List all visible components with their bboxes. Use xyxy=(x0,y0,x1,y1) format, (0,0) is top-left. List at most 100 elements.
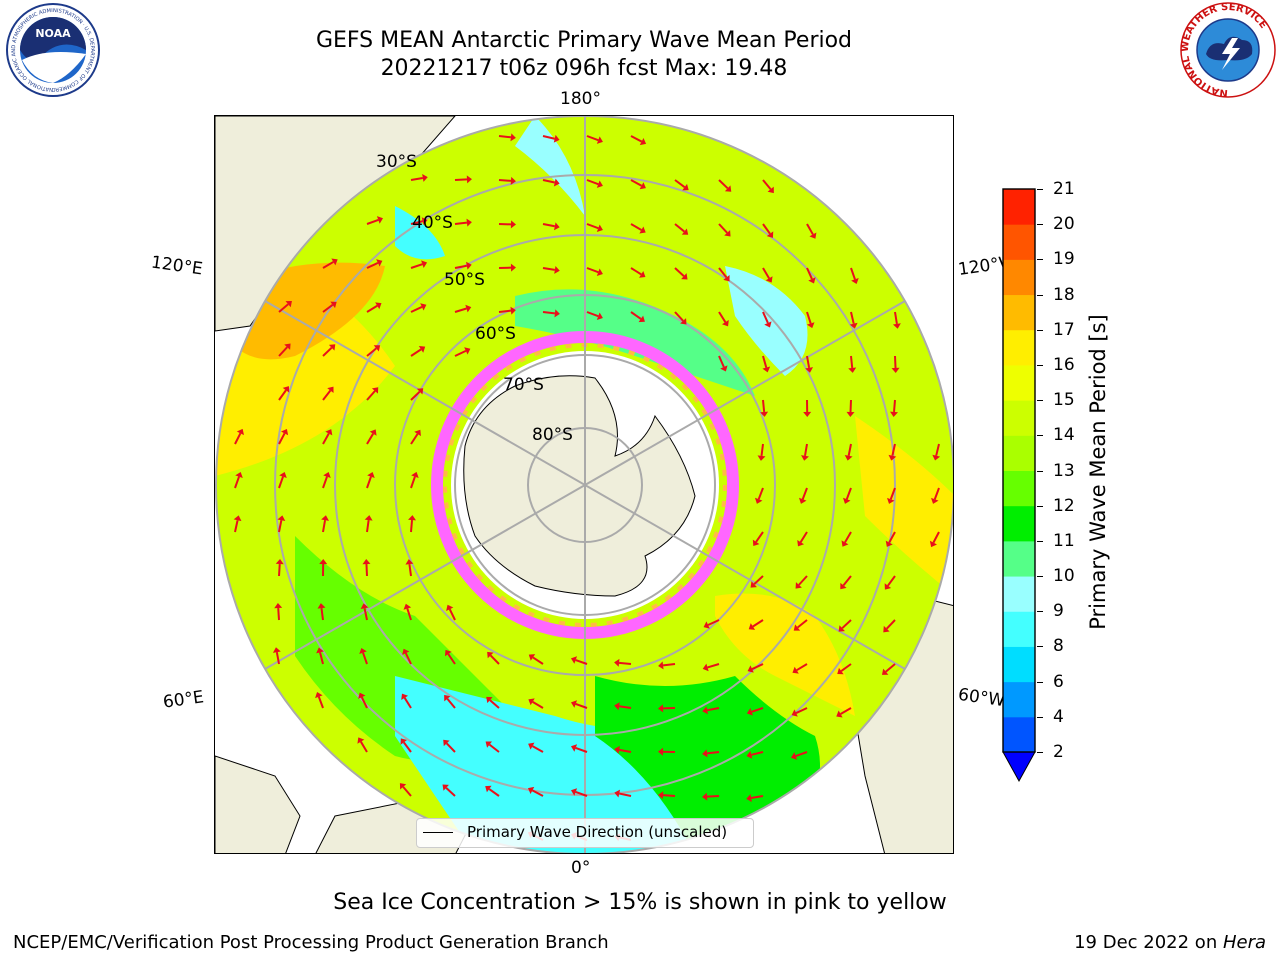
wave-direction-arrowhead xyxy=(803,411,812,417)
wave-direction-arrowhead xyxy=(279,471,287,479)
colorbar-tick-label: 10 xyxy=(1053,566,1075,587)
colorbar-tick-label: 19 xyxy=(1053,249,1075,270)
wave-direction-arrowhead xyxy=(510,176,516,185)
wave-direction-arrow xyxy=(408,563,412,577)
colorbar-tick-mark xyxy=(1037,540,1043,542)
wave-direction-arrow xyxy=(933,487,940,500)
wave-direction-arrow xyxy=(845,487,852,500)
wave-direction-arrow xyxy=(542,179,555,184)
colorbar-band xyxy=(1003,540,1035,577)
wave-direction-arrow xyxy=(363,608,368,621)
wave-direction-arrow xyxy=(498,179,512,182)
wave-direction-arrowhead xyxy=(837,667,844,675)
graticule xyxy=(215,116,953,853)
wave-direction-arrowhead xyxy=(466,261,472,270)
wave-direction-arrow xyxy=(360,696,368,709)
wave-direction-arrowhead xyxy=(325,429,333,436)
wave-direction-arrowhead xyxy=(367,471,375,478)
wave-direction-arrow xyxy=(277,607,280,621)
wave-direction-arrow xyxy=(706,751,720,755)
wave-direction-arrow xyxy=(799,531,808,543)
wave-direction-arrowhead xyxy=(658,661,664,670)
wave-direction-arrowhead xyxy=(443,739,450,747)
wave-direction-arrowhead xyxy=(790,752,798,760)
wave-direction-arrow xyxy=(403,741,412,753)
wave-direction-arrow xyxy=(847,443,852,456)
wave-direction-arrowhead xyxy=(748,623,756,630)
wave-direction-arrow xyxy=(366,476,372,489)
colorbar-band xyxy=(1003,400,1035,436)
wave-direction-arrowhead xyxy=(323,471,331,479)
wave-direction-arrow xyxy=(762,223,771,235)
wave-direction-arrow xyxy=(366,304,378,313)
wave-direction-arrowhead xyxy=(328,344,336,351)
wave-direction-arrowhead xyxy=(767,186,774,194)
wave-direction-arrow xyxy=(498,135,512,139)
wave-direction-arrow xyxy=(445,787,456,797)
wave-direction-arrow xyxy=(234,476,240,489)
wave-direction-arrow xyxy=(707,707,720,712)
wave-direction-arrowhead xyxy=(658,791,664,800)
wave-direction-arrow xyxy=(885,663,896,673)
wave-direction-arrowhead xyxy=(851,278,859,285)
wave-direction-arrowhead xyxy=(465,304,472,313)
wave-direction-arrow xyxy=(887,575,896,587)
wave-direction-arrow xyxy=(797,619,808,629)
wave-direction-arrowhead xyxy=(791,709,798,717)
wave-direction-arrowhead xyxy=(570,700,578,708)
wave-direction-arrowhead xyxy=(485,741,492,748)
colorbar-tick-mark xyxy=(1037,400,1043,402)
wave-direction-arrowhead xyxy=(510,263,516,272)
colorbar-tick-mark xyxy=(1037,716,1043,718)
wave-direction-arrow xyxy=(454,264,467,269)
colorbar-band xyxy=(1003,329,1035,366)
wave-direction-arrow xyxy=(718,355,725,368)
wave-direction-arrow xyxy=(278,303,289,313)
wave-direction-arrowhead xyxy=(798,497,807,504)
wave-direction-arrowhead xyxy=(233,515,242,522)
wave-direction-arrowhead xyxy=(376,259,383,267)
colorbar-band xyxy=(1003,505,1035,542)
wave-direction-arrow xyxy=(366,347,377,357)
wave-direction-arrow xyxy=(366,390,376,401)
wave-direction-arrow xyxy=(674,223,685,233)
wave-direction-arrowhead xyxy=(357,737,365,744)
wave-direction-arrow xyxy=(575,659,588,665)
wave-direction-arrowhead xyxy=(321,515,330,521)
colorbar-tick-label: 15 xyxy=(1053,390,1075,411)
wave-direction-arrow xyxy=(542,311,556,315)
wave-direction-arrowhead xyxy=(272,647,281,653)
wave-direction-arrow xyxy=(575,747,588,753)
wave-direction-arrow xyxy=(762,399,766,413)
wave-direction-arrowhead xyxy=(929,540,937,548)
wave-direction-arrowhead xyxy=(614,658,620,667)
colorbar-band xyxy=(1003,681,1035,718)
wave-direction-arrowhead xyxy=(702,749,708,758)
wave-direction-arrow xyxy=(366,433,374,445)
wave-direction-arrow xyxy=(410,263,423,269)
wave-direction-arrow xyxy=(322,476,328,489)
wave-direction-arrow xyxy=(366,218,379,225)
wave-direction-arrowhead xyxy=(887,497,895,504)
wave-direction-arrowhead xyxy=(797,540,805,547)
wave-direction-arrow xyxy=(366,519,370,533)
wave-direction-arrowhead xyxy=(750,581,757,588)
wave-direction-arrow xyxy=(630,135,643,143)
wave-direction-arrow xyxy=(753,575,764,585)
wave-direction-arrowhead xyxy=(510,306,516,315)
colorbar-band xyxy=(1003,259,1035,296)
wave-direction-arrow xyxy=(804,443,808,456)
wave-direction-arrow xyxy=(322,520,327,533)
wave-direction-arrowhead xyxy=(747,665,754,673)
wave-direction-arrow xyxy=(619,792,632,797)
wave-direction-arrow xyxy=(406,608,412,621)
wave-direction-arrow xyxy=(630,179,643,187)
wave-direction-arrow xyxy=(410,177,423,181)
wave-direction-arrow xyxy=(762,355,768,368)
wave-direction-arrowhead xyxy=(843,497,851,504)
wave-direction-arrow xyxy=(795,707,808,714)
wave-direction-arrow xyxy=(886,619,896,630)
wave-direction-arrow xyxy=(844,531,852,543)
wave-direction-arrowhead xyxy=(881,668,889,675)
wave-direction-arrow xyxy=(575,703,588,709)
